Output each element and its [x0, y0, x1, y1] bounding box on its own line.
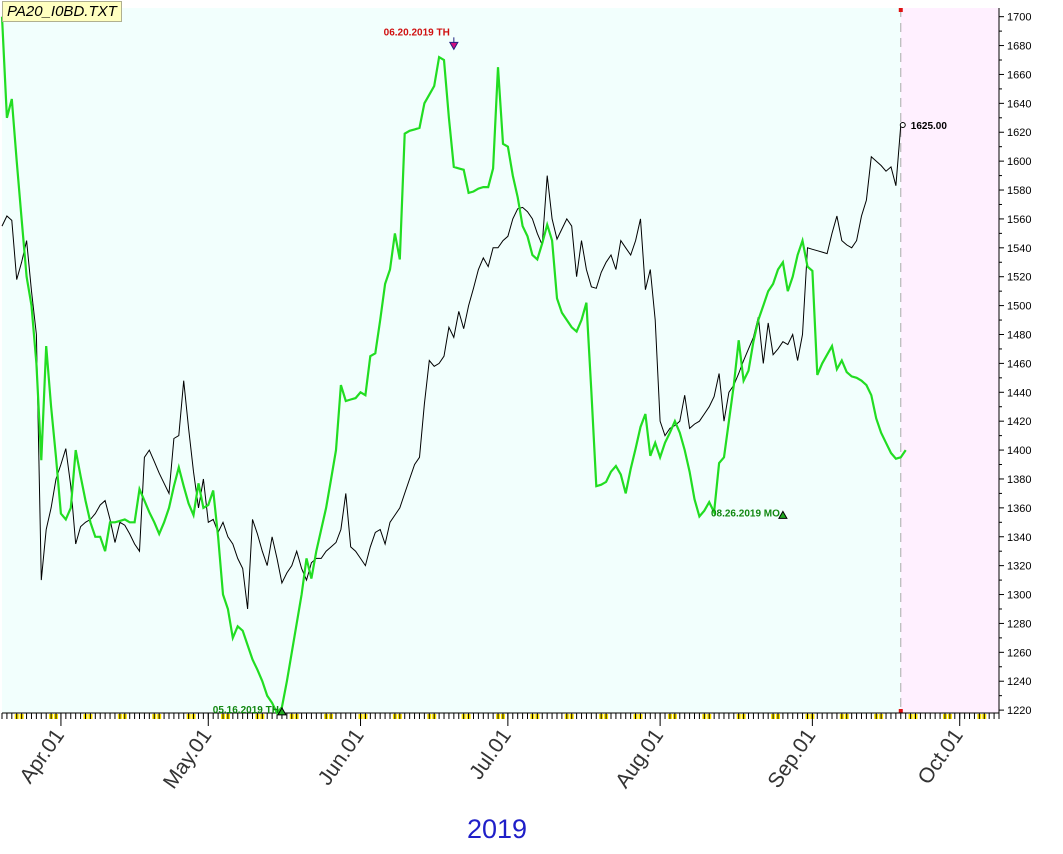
today-marker-top: [898, 8, 903, 12]
history-background: [2, 8, 901, 713]
y-tick-label: 1640: [1007, 98, 1031, 110]
x-tick-label: Jul.01: [465, 725, 516, 784]
annotation-label: 06.20.2019 TH: [384, 27, 450, 38]
forecast-background: [900, 8, 999, 713]
trough-arrow-icon: [778, 510, 788, 519]
trough-arrow-icon: [277, 706, 287, 716]
x-tick-label: May.01: [159, 725, 216, 793]
x-tick-label: Sep.01: [763, 725, 820, 793]
last-value-label: 1625.00: [911, 121, 948, 132]
y-tick-label: 1420: [1007, 416, 1031, 428]
y-tick-label: 1320: [1007, 561, 1031, 573]
x-tick-label: Oct.01: [913, 725, 967, 789]
y-tick-label: 1500: [1007, 301, 1031, 313]
annotation-label: 08.26.2019 MO: [711, 508, 780, 519]
y-tick-label: 1300: [1007, 590, 1031, 602]
today-marker-bottom: [898, 709, 903, 713]
year-label: 2019: [467, 814, 528, 844]
x-tick-label: Aug.01: [611, 725, 668, 793]
file-label: PA20_I0BD.TXT: [2, 1, 122, 22]
y-tick-label: 1380: [1007, 474, 1031, 486]
y-tick-label: 1280: [1007, 618, 1031, 630]
y-tick-label: 1440: [1007, 387, 1031, 399]
y-tick-label: 1400: [1007, 445, 1031, 457]
y-tick-label: 1600: [1007, 156, 1031, 168]
y-tick-label: 1620: [1007, 127, 1031, 139]
y-tick-label: 1520: [1007, 272, 1031, 284]
cycle-forecast-line: [0, 16, 907, 716]
y-tick-label: 1680: [1007, 41, 1031, 53]
annotation-label: 05.16.2019 TH: [213, 705, 279, 716]
x-tick-label: Apr.01: [15, 725, 69, 788]
y-tick-label: 1260: [1007, 647, 1031, 659]
y-tick-label: 1220: [1007, 705, 1031, 717]
y-tick-label: 1560: [1007, 214, 1031, 226]
y-tick-label: 1660: [1007, 69, 1031, 81]
price-line: [1, 124, 902, 610]
last-value-marker: [899, 122, 906, 129]
y-tick-label: 1480: [1007, 329, 1031, 341]
y-tick-label: 1240: [1007, 676, 1031, 688]
x-tick-label: Jun.01: [314, 725, 369, 790]
y-tick-label: 1580: [1007, 185, 1031, 197]
y-tick-label: 1700: [1007, 12, 1031, 24]
y-tick-label: 1540: [1007, 243, 1031, 255]
peak-arrow-icon: [448, 41, 459, 51]
y-tick-label: 1340: [1007, 532, 1031, 544]
y-tick-label: 1460: [1007, 358, 1031, 370]
y-tick-label: 1360: [1007, 503, 1031, 515]
